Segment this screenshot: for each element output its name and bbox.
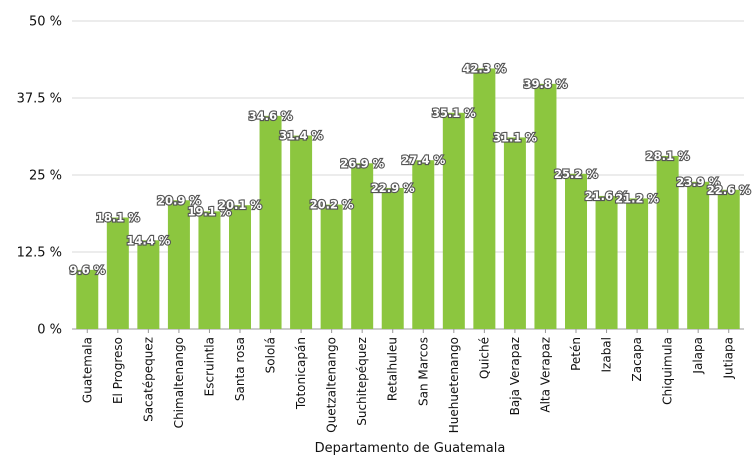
- bar: [351, 163, 374, 329]
- x-category-label: Quiché: [477, 337, 491, 379]
- data-label: 22.6 %: [707, 183, 751, 197]
- data-label: 31.1 %: [493, 130, 537, 144]
- x-category-label: Chiquimula: [661, 337, 675, 405]
- data-label: 20.2 %: [310, 198, 354, 212]
- data-label: 19.1 %: [188, 204, 232, 218]
- x-category-label: Jalapa: [691, 337, 705, 375]
- x-category-label: Alta Verapaz: [538, 337, 552, 413]
- bar: [595, 195, 618, 329]
- x-category-label: Zacapa: [630, 337, 644, 382]
- y-tick-label: 0 %: [37, 323, 62, 338]
- bar: [137, 240, 160, 329]
- data-label: 18.1 %: [96, 211, 140, 225]
- bar: [290, 135, 313, 329]
- data-label: 23.9 %: [676, 175, 720, 189]
- bar: [229, 205, 251, 329]
- data-label: 21.2 %: [615, 191, 659, 205]
- bar: [381, 187, 404, 329]
- x-category-label: Guatemala: [80, 337, 94, 403]
- x-category-label: Totonicapán: [294, 337, 308, 410]
- data-label: 20.1 %: [218, 198, 262, 212]
- bar: [76, 269, 99, 329]
- x-category-label: Jutiapa: [722, 337, 736, 380]
- bar: [473, 68, 496, 329]
- bar: [320, 204, 343, 329]
- data-label: 42.3 %: [462, 61, 506, 75]
- x-category-label: Baja Verapaz: [508, 337, 522, 415]
- data-label: 34.6 %: [249, 109, 293, 123]
- bar: [442, 112, 465, 329]
- bar: [717, 189, 740, 329]
- data-label: 27.4 %: [401, 153, 445, 167]
- data-label: 21.6 %: [585, 189, 629, 203]
- x-category-label: San Marcos: [416, 337, 430, 406]
- bars: [76, 68, 740, 329]
- x-category-label: El Progreso: [111, 337, 125, 404]
- data-label: 28.1 %: [646, 149, 690, 163]
- data-label: 35.1 %: [432, 106, 476, 120]
- x-category-label: Sacatépequez: [141, 337, 155, 422]
- y-tick-label: 12.5 %: [17, 246, 62, 261]
- x-category-label: Sololá: [264, 337, 278, 373]
- x-axis-categories: Guatemala El Progreso Sacatépequez Chimalte…: [80, 329, 736, 433]
- x-category-label: Petén: [569, 337, 583, 371]
- x-category-label: Chimaltenango: [172, 337, 186, 428]
- x-category-label: Izabal: [600, 337, 614, 373]
- x-category-label: Santa rosa: [233, 337, 247, 401]
- x-category-label: Huehuetenango: [447, 337, 461, 433]
- data-label: 39.8 %: [524, 77, 568, 91]
- data-label: 26.9 %: [340, 156, 384, 170]
- y-tick-label: 37.5 %: [17, 92, 62, 107]
- bar: [565, 173, 587, 329]
- x-category-label: Suchitepéquez: [355, 337, 369, 426]
- bar: [198, 211, 221, 329]
- data-label: 25.2 %: [554, 167, 598, 181]
- data-label: 20.9 %: [157, 193, 201, 207]
- bar: [503, 137, 526, 329]
- bar: [106, 217, 129, 329]
- x-category-label: Escruintla: [202, 337, 216, 396]
- bar: [412, 160, 435, 329]
- bar: [656, 155, 679, 329]
- data-labels: 9.6 % 18.1 % 14.4 % 20.9 %19.1 %20.1 % 34.6 …: [68, 60, 752, 278]
- bar: [167, 200, 190, 329]
- x-category-label: Quetzaltenango: [325, 337, 339, 433]
- data-label: 31.4 %: [279, 129, 323, 143]
- bar: [259, 115, 282, 329]
- bar: [534, 83, 557, 329]
- data-label: 14.4 %: [126, 233, 170, 247]
- bar: [626, 198, 649, 329]
- x-category-label: Retalhuleu: [386, 337, 400, 401]
- y-axis-ticks: 0 % 12.5 % 25 % 37.5 % 50 %: [17, 15, 62, 338]
- x-axis-title: Departamento de Guatemala: [315, 441, 506, 456]
- y-tick-label: 25 %: [29, 169, 62, 184]
- y-tick-label: 50 %: [29, 15, 62, 30]
- data-label: 22.9 %: [371, 181, 415, 195]
- bar: [687, 181, 710, 329]
- data-label: 9.6 %: [69, 263, 105, 277]
